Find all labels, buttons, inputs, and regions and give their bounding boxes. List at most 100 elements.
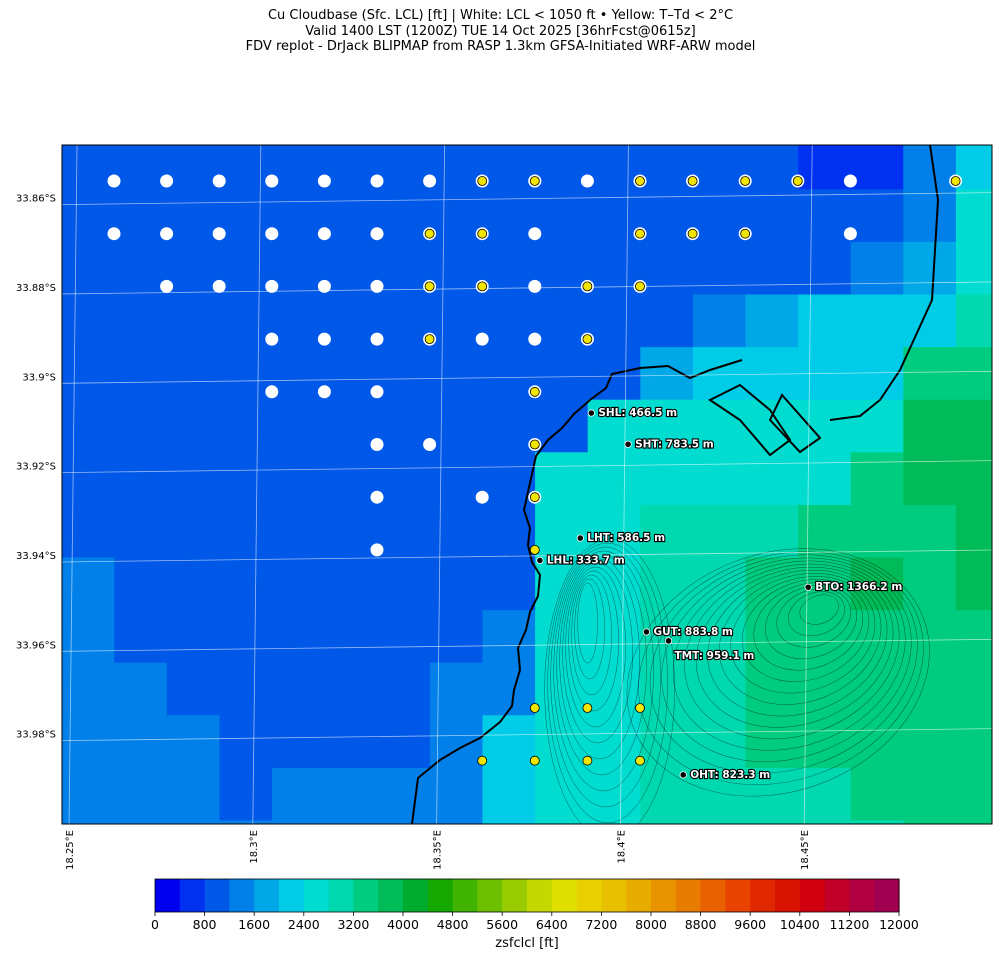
heatmap-cell — [219, 767, 273, 821]
heatmap-cell — [166, 452, 220, 506]
colorbar-swatch — [229, 879, 255, 912]
heatmap-cell — [587, 610, 641, 664]
dewpoint-yellow-marker — [950, 176, 961, 186]
heatmap-cell — [272, 145, 326, 190]
title-line-2: Valid 1400 LST (1200Z) TUE 14 Oct 2025 [… — [305, 23, 696, 39]
heatmap-cell — [850, 145, 904, 190]
heatmap-cell — [219, 145, 273, 190]
heatmap-cell — [798, 820, 852, 824]
heatmap-cell — [535, 294, 589, 348]
heatmap-cell — [62, 873, 115, 926]
heatmap-cell — [692, 145, 746, 190]
contour-line — [753, 582, 864, 671]
heatmap-cell — [482, 557, 536, 611]
dewpoint-yellow-marker — [529, 755, 540, 766]
heatmap-cell — [903, 189, 957, 243]
colorbar-swatch — [427, 879, 454, 912]
heatmap-cell — [587, 399, 641, 453]
heatmap-cell — [219, 557, 273, 611]
heatmap-cell — [324, 399, 378, 453]
heatmap-cell — [219, 399, 273, 453]
heatmap-cell — [377, 557, 431, 611]
lcl-white-marker — [370, 490, 384, 504]
x-tick-label: 18.35°E — [433, 830, 444, 870]
dewpoint-yellow-marker — [635, 755, 645, 766]
y-tick-label: 33.9°S — [22, 372, 56, 383]
station-label: BTO: 1366.2 m — [815, 581, 902, 593]
contour-line — [684, 563, 900, 740]
heatmap-cell — [62, 662, 115, 716]
lcl-white-marker — [160, 279, 174, 293]
heatmap-cell — [535, 189, 589, 243]
lcl-white-marker — [317, 174, 331, 188]
heatmap-cell — [114, 347, 168, 401]
chart-title: Cu Cloudbase (Sfc. LCL) [ft] | White: LC… — [0, 8, 1001, 55]
heatmap-cell — [377, 715, 431, 769]
heatmap-cell — [482, 610, 536, 664]
heatmap-cell — [219, 504, 273, 558]
heatmap-cell — [114, 504, 168, 558]
colorbar-swatch — [824, 879, 850, 912]
colorbar-swatch — [502, 879, 528, 912]
heatmap-cell — [166, 294, 220, 348]
dewpoint-yellow-marker — [529, 439, 540, 450]
heatmap-cell — [587, 767, 641, 821]
heatmap-cell — [114, 662, 168, 716]
heatmap-cell — [377, 610, 431, 664]
heatmap-cell — [324, 767, 378, 821]
heatmap-cell — [587, 662, 641, 716]
lcl-white-marker — [528, 279, 542, 293]
dewpoint-yellow-marker — [529, 176, 540, 186]
heatmap-cell — [850, 767, 904, 821]
heatmap-cell — [587, 241, 641, 295]
breakwater-outline — [768, 393, 822, 454]
dewpoint-yellow-marker — [424, 334, 435, 345]
heatmap-cell — [429, 557, 483, 611]
heatmap-cell — [745, 294, 799, 348]
heatmap-cell — [692, 294, 746, 348]
dewpoint-yellow-marker — [529, 703, 540, 713]
heatmap-cell — [640, 399, 694, 453]
colorbar-swatch — [254, 879, 280, 912]
colorbar-swatch — [403, 879, 429, 912]
heatmap-cell — [62, 189, 115, 243]
heatmap-cell — [324, 610, 378, 664]
heatmap-cell — [324, 557, 378, 611]
heatmap-cell — [692, 189, 746, 243]
heatmap-cell — [745, 662, 799, 716]
colorbar-swatch — [651, 879, 677, 912]
contour-line — [661, 557, 912, 763]
heatmap-cell — [798, 715, 852, 769]
heatmap-cell — [166, 715, 220, 769]
heatmap-cell — [62, 145, 115, 190]
heatmap-cell — [850, 610, 904, 664]
station-dot — [642, 628, 651, 636]
y-tick-label: 33.96°S — [16, 640, 56, 651]
heatmap-cell — [114, 820, 168, 824]
colorbar-swatch — [204, 879, 230, 912]
heatmap-cell — [272, 452, 326, 506]
contour-line — [577, 582, 598, 664]
heatmap-cell — [272, 820, 326, 824]
dewpoint-yellow-marker — [635, 703, 645, 713]
station-dot — [624, 440, 632, 448]
dewpoint-yellow-marker — [582, 703, 593, 713]
heatmap-cell — [219, 662, 273, 716]
heatmap-cell — [324, 241, 378, 295]
heatmap-cell — [903, 767, 957, 821]
dewpoint-yellow-marker — [740, 228, 751, 239]
heatmap-cell — [272, 504, 326, 558]
lcl-white-marker — [212, 227, 226, 241]
heatmap-cell — [745, 145, 799, 190]
heatmap-cell — [745, 767, 799, 821]
dewpoint-yellow-marker — [582, 281, 593, 292]
heatmap-cell — [377, 767, 431, 821]
coastline-east — [829, 145, 940, 421]
lcl-white-marker — [475, 332, 489, 346]
station-label: SHT: 783.5 m — [635, 438, 714, 450]
colorbar-tick-label: 7200 — [585, 917, 617, 932]
heatmap-cell — [955, 610, 992, 664]
heatmap-cell — [640, 715, 694, 769]
dewpoint-yellow-marker — [687, 176, 698, 186]
heatmap-cell — [166, 145, 220, 190]
